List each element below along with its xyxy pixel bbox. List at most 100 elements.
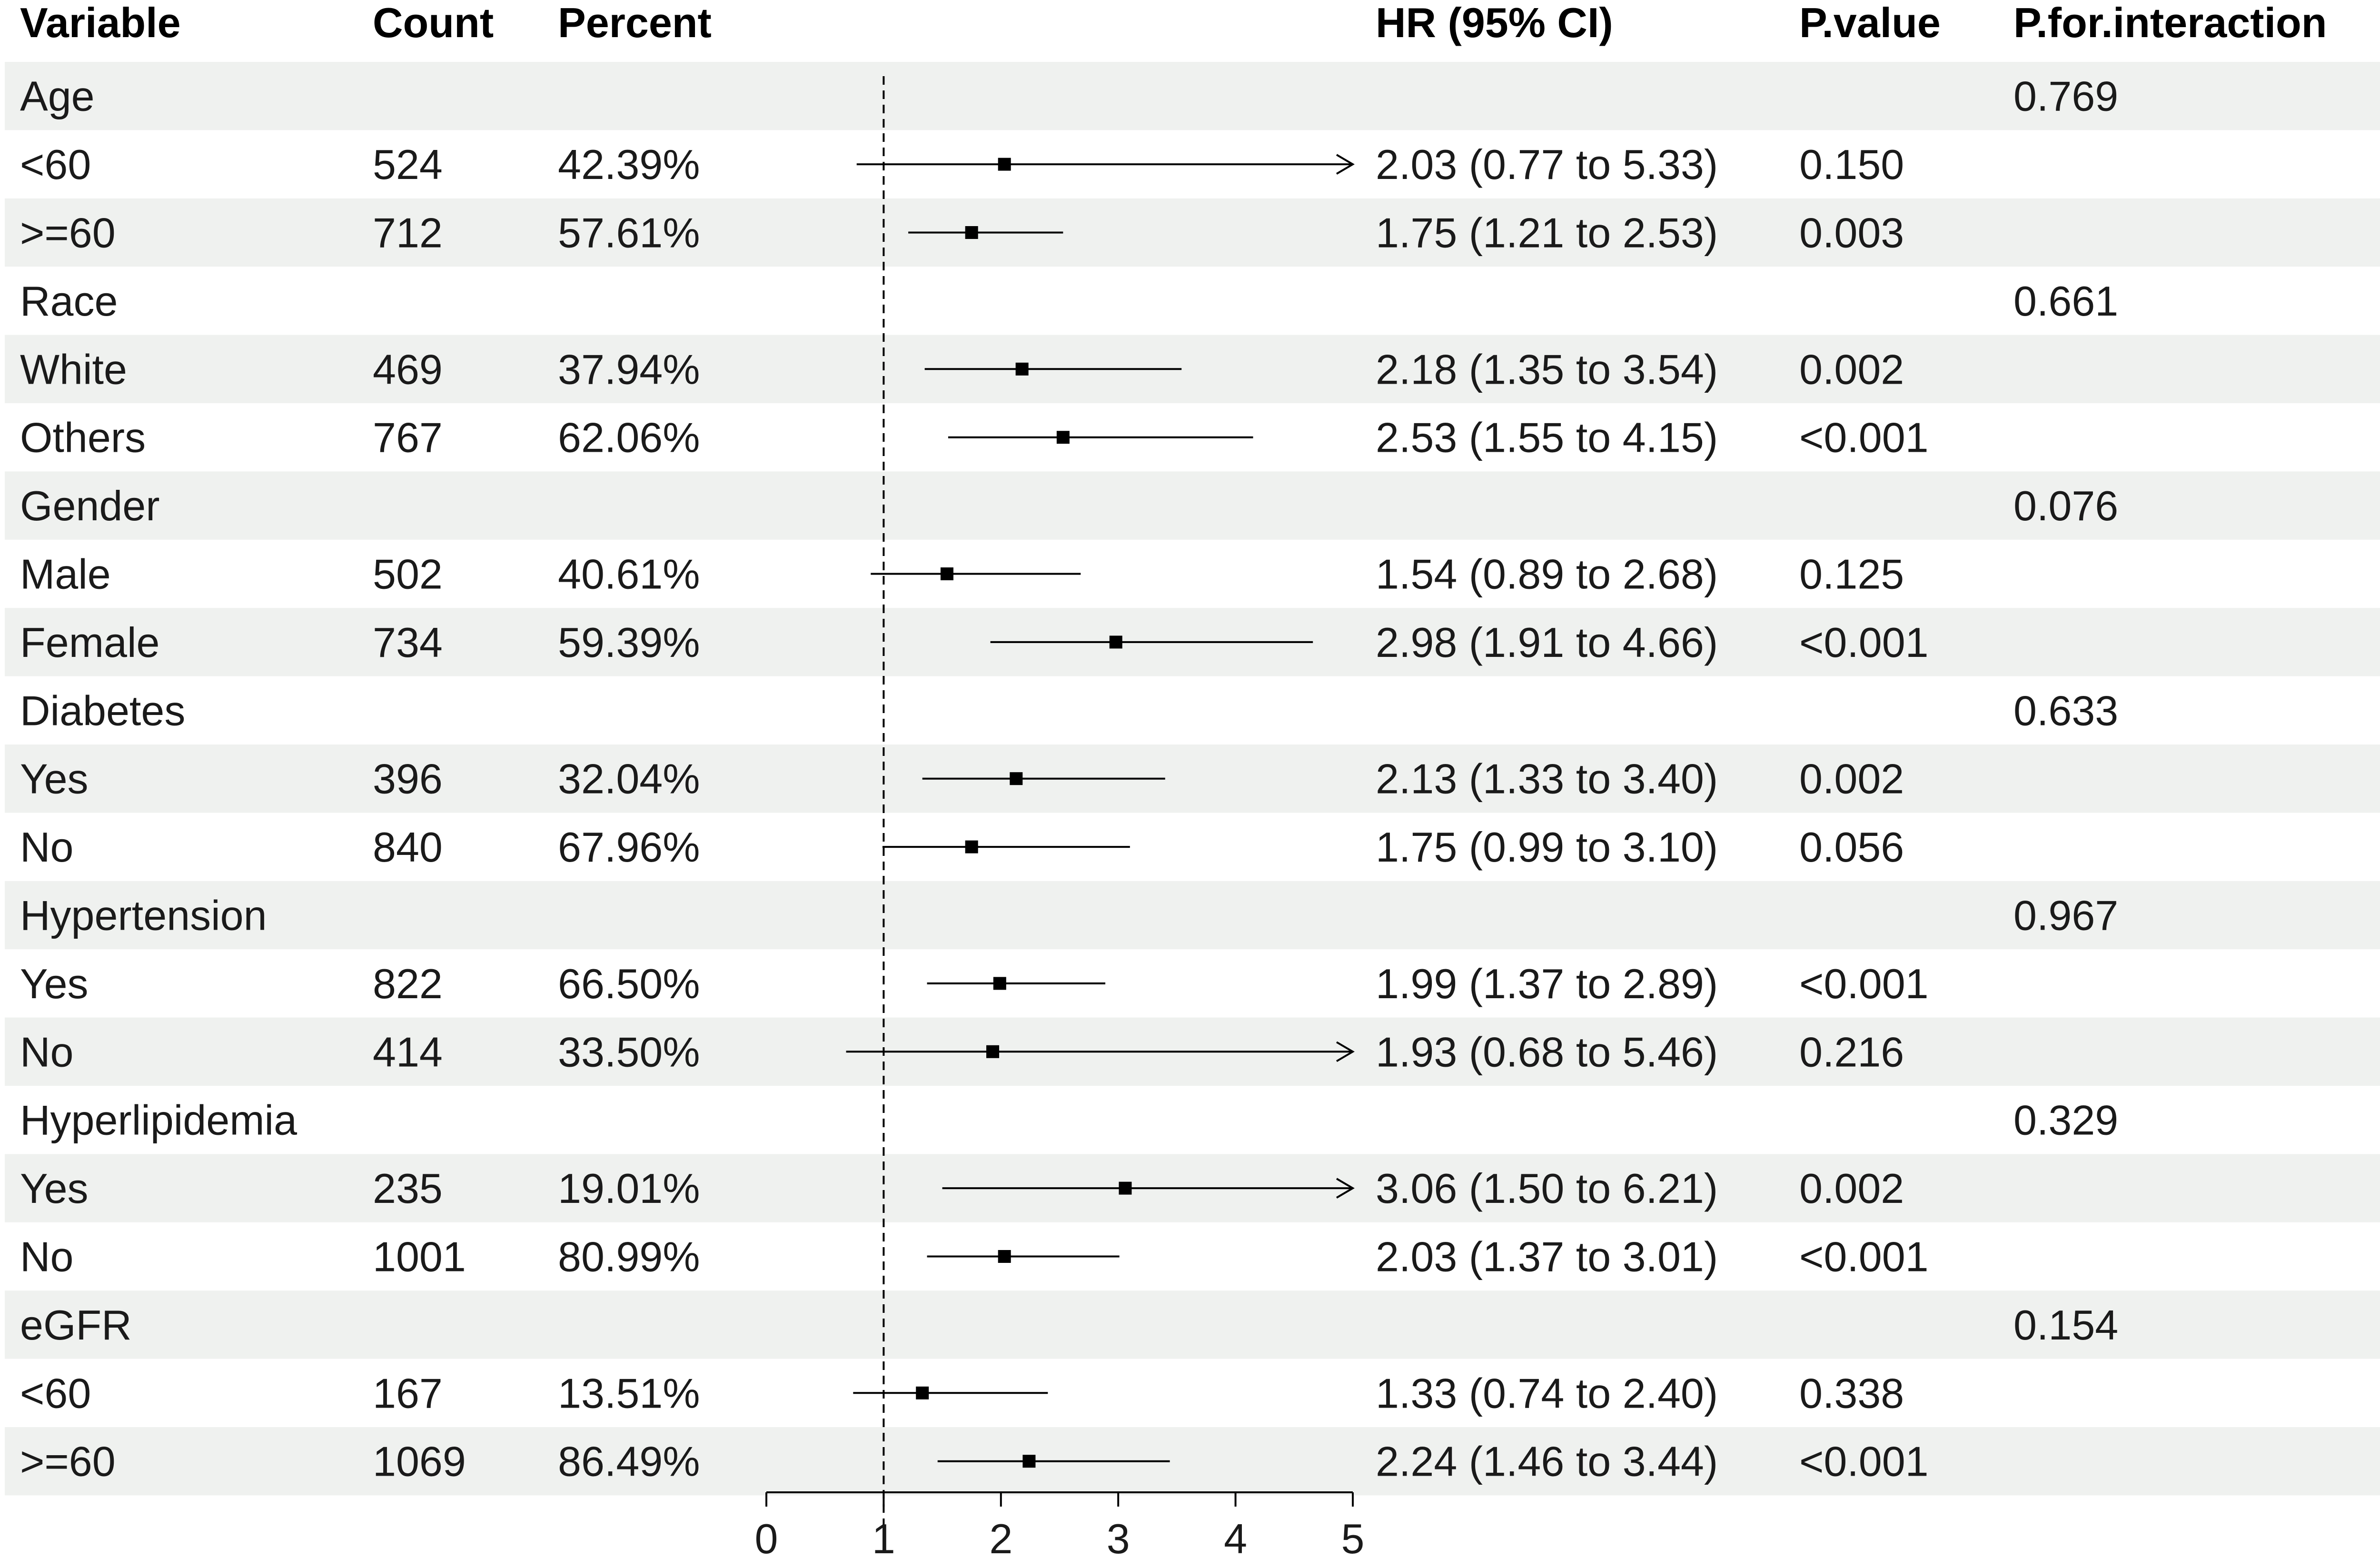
percent-cell: 13.51% xyxy=(558,1370,700,1417)
group-row: Gender 0.076 xyxy=(20,482,2118,529)
subgroup-row: No 840 67.96% 1.75 (0.99 to 3.10) 0.056 xyxy=(20,824,1904,871)
subgroup-row: >=60 712 57.61% 1.75 (1.21 to 2.53) 0.003 xyxy=(20,209,1904,257)
group-row: Age 0.769 xyxy=(20,73,2118,120)
percent-cell: 62.06% xyxy=(558,414,700,461)
header-row: Variable Count Percent HR (95% CI) P.val… xyxy=(20,0,2327,46)
hr-point xyxy=(965,840,978,853)
subgroup-label: >=60 xyxy=(20,209,116,257)
x-tick-label: 0 xyxy=(755,1515,778,1562)
subgroup-row: No 1001 80.99% 2.03 (1.37 to 3.01) <0.001 xyxy=(20,1233,1929,1280)
percent-cell: 59.39% xyxy=(558,619,700,666)
row-stripe xyxy=(5,744,2380,813)
table-rows: Age 0.769 <60 524 42.39% 2.03 (0.77 to 5.33) 0… xyxy=(20,73,2118,1485)
subgroup-label: No xyxy=(20,824,74,871)
count-cell: 822 xyxy=(373,960,443,1007)
row-stripe xyxy=(5,335,2380,403)
header-percent: Percent xyxy=(558,0,712,46)
subgroup-row: Male 502 40.61% 1.54 (0.89 to 2.68) 0.125 xyxy=(20,551,1904,598)
hr-point xyxy=(916,1386,929,1399)
hr-ci-cell: 1.33 (0.74 to 2.40) xyxy=(1376,1370,1718,1417)
hr-ci-cell: 2.53 (1.55 to 4.15) xyxy=(1376,414,1718,461)
p-value-cell: 0.125 xyxy=(1799,551,1904,598)
percent-cell: 67.96% xyxy=(558,824,700,871)
p-interaction: 0.769 xyxy=(2013,73,2118,120)
p-value-cell: 0.338 xyxy=(1799,1370,1904,1417)
row-stripe xyxy=(5,1427,2380,1496)
count-cell: 734 xyxy=(373,619,443,666)
hr-ci-cell: 2.24 (1.46 to 3.44) xyxy=(1376,1438,1718,1485)
subgroup-row: Yes 396 32.04% 2.13 (1.33 to 3.40) 0.002 xyxy=(20,755,1904,803)
subgroup-row: Yes 235 19.01% 3.06 (1.50 to 6.21) 0.002 xyxy=(20,1165,1904,1212)
hr-ci-cell: 2.13 (1.33 to 3.40) xyxy=(1376,755,1718,803)
hr-point xyxy=(1015,362,1029,376)
p-value-cell: <0.001 xyxy=(1799,414,1929,461)
percent-cell: 66.50% xyxy=(558,960,700,1007)
count-cell: 712 xyxy=(373,209,443,257)
p-interaction: 0.967 xyxy=(2013,892,2118,939)
x-tick-label: 1 xyxy=(872,1515,895,1562)
hr-point xyxy=(1109,635,1122,649)
hr-ci-cell: 1.93 (0.68 to 5.46) xyxy=(1376,1028,1718,1075)
subgroup-row: Others 767 62.06% 2.53 (1.55 to 4.15) <0.001 xyxy=(20,414,1929,461)
header-variable: Variable xyxy=(20,0,181,46)
group-label: Hyperlipidemia xyxy=(20,1097,297,1144)
count-cell: 396 xyxy=(373,755,443,803)
hr-ci-cell: 2.18 (1.35 to 3.54) xyxy=(1376,346,1718,393)
subgroup-row: Yes 822 66.50% 1.99 (1.37 to 2.89) <0.001 xyxy=(20,960,1929,1007)
percent-cell: 32.04% xyxy=(558,755,700,803)
group-row: Race 0.661 xyxy=(20,278,2118,325)
subgroup-label: <60 xyxy=(20,141,91,188)
x-tick-label: 3 xyxy=(1107,1515,1130,1562)
header-hr: HR (95% CI) xyxy=(1376,0,1613,46)
group-label: Gender xyxy=(20,482,160,529)
subgroup-row: White 469 37.94% 2.18 (1.35 to 3.54) 0.002 xyxy=(20,346,1904,393)
percent-cell: 80.99% xyxy=(558,1233,700,1280)
count-cell: 235 xyxy=(373,1165,443,1212)
p-interaction: 0.633 xyxy=(2013,687,2118,734)
row-stripe xyxy=(5,1290,2380,1359)
hr-point xyxy=(993,977,1006,990)
group-label: Diabetes xyxy=(20,687,185,734)
percent-cell: 86.49% xyxy=(558,1438,700,1485)
p-interaction: 0.329 xyxy=(2013,1097,2118,1144)
hr-ci-cell: 2.03 (0.77 to 5.33) xyxy=(1376,141,1718,188)
p-interaction: 0.661 xyxy=(2013,278,2118,325)
x-axis: 0 1 2 3 4 5 xyxy=(755,1491,1365,1562)
subgroup-row: <60 167 13.51% 1.33 (0.74 to 2.40) 0.338 xyxy=(20,1370,1904,1417)
subgroup-row: <60 524 42.39% 2.03 (0.77 to 5.33) 0.150 xyxy=(20,141,1904,188)
subgroup-label: White xyxy=(20,346,127,393)
p-interaction: 0.076 xyxy=(2013,482,2118,529)
hr-point xyxy=(986,1045,1000,1058)
count-cell: 502 xyxy=(373,551,443,598)
p-interaction: 0.154 xyxy=(2013,1301,2118,1349)
p-value-cell: 0.056 xyxy=(1799,824,1904,871)
header-pvalue: P.value xyxy=(1799,0,1941,46)
count-cell: 840 xyxy=(373,824,443,871)
count-cell: 414 xyxy=(373,1028,443,1075)
row-stripe xyxy=(5,62,2380,130)
group-row: Hypertension 0.967 xyxy=(20,892,2118,939)
row-stripe xyxy=(5,198,2380,267)
group-row: Diabetes 0.633 xyxy=(20,687,2118,734)
hr-ci-cell: 1.54 (0.89 to 2.68) xyxy=(1376,551,1718,598)
subgroup-label: >=60 xyxy=(20,1438,116,1485)
percent-cell: 40.61% xyxy=(558,551,700,598)
hr-ci-cell: 3.06 (1.50 to 6.21) xyxy=(1376,1165,1718,1212)
p-value-cell: <0.001 xyxy=(1799,619,1929,666)
hr-ci-cell: 2.98 (1.91 to 4.66) xyxy=(1376,619,1718,666)
group-row: eGFR 0.154 xyxy=(20,1301,2118,1349)
group-label: eGFR xyxy=(20,1301,132,1349)
row-stripes xyxy=(5,62,2380,1496)
p-value-cell: 0.002 xyxy=(1799,755,1904,803)
subgroup-label: <60 xyxy=(20,1370,91,1417)
subgroup-label: No xyxy=(20,1028,74,1075)
percent-cell: 57.61% xyxy=(558,209,700,257)
header-pinteraction: P.for.interaction xyxy=(2013,0,2327,46)
x-tick-label: 5 xyxy=(1341,1515,1365,1562)
percent-cell: 19.01% xyxy=(558,1165,700,1212)
count-cell: 1069 xyxy=(373,1438,466,1485)
p-value-cell: 0.216 xyxy=(1799,1028,1904,1075)
hr-point xyxy=(998,158,1011,171)
percent-cell: 33.50% xyxy=(558,1028,700,1075)
